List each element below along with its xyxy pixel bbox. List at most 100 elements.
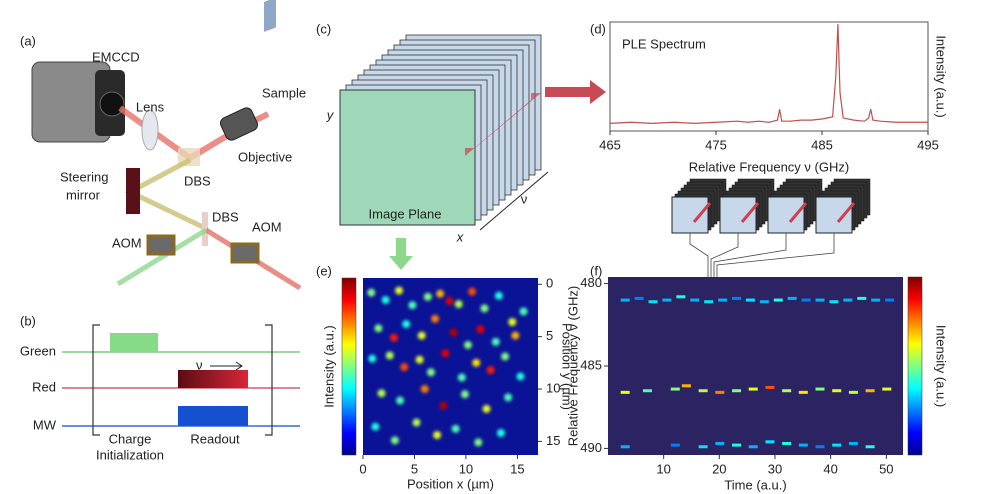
spot [457, 373, 466, 382]
trace-cell [648, 300, 658, 304]
spot [482, 404, 491, 413]
aom-1 [146, 234, 176, 256]
trace-cell [748, 445, 758, 449]
setup-label: Objective [238, 149, 292, 164]
spot [464, 341, 472, 350]
x-tick-label: 465 [599, 137, 621, 152]
trace-cell [698, 445, 708, 449]
spectrum-line [609, 24, 928, 124]
trace-cell [670, 443, 680, 447]
trace-cell [885, 298, 895, 302]
x-tick-label: 5 [411, 461, 418, 476]
spot [436, 289, 445, 298]
lens [141, 109, 159, 151]
sweep-arrow [210, 361, 243, 371]
panel-label: (c) [316, 21, 331, 36]
setup-label: Steering [60, 169, 108, 184]
x-tick-label: 10 [656, 461, 670, 476]
trace-cell [715, 390, 725, 394]
spot [417, 331, 426, 340]
y-tick-label: 5 [546, 328, 553, 343]
mini-link [716, 233, 835, 277]
trace-cell [832, 443, 842, 447]
cube-label: Image Plane [369, 206, 442, 221]
trace-cell [798, 443, 808, 447]
image-plane [339, 89, 476, 226]
spot [480, 304, 489, 313]
trace-cell [745, 298, 755, 302]
chart-title: PLE Spectrum [622, 36, 706, 51]
panel-label: (e) [316, 263, 332, 278]
trace-cell [782, 441, 792, 445]
panel-label: (f) [590, 263, 602, 278]
setup-label: DBS [212, 209, 239, 224]
spot [441, 349, 450, 358]
y-tick-label: 10 [546, 380, 560, 395]
channel-label: MW [33, 417, 57, 432]
colorbar [907, 276, 923, 456]
spot [412, 418, 421, 427]
mini-cube [767, 196, 805, 234]
spot [472, 358, 481, 367]
trace-cell [782, 389, 792, 393]
x-tick-label: 475 [705, 137, 727, 152]
bracket [92, 324, 273, 436]
spot [454, 300, 463, 309]
y-tick-label: 485 [580, 357, 602, 372]
spot [491, 337, 500, 346]
y-axis-label: Relative Frequency ν (GHz) [565, 286, 580, 446]
green-arrow [389, 238, 413, 270]
x-axis-label: Relative Frequency ν (GHz) [689, 159, 849, 174]
trace-cell [848, 390, 858, 394]
nu-axis [479, 171, 549, 231]
mini-link [689, 233, 709, 277]
spot [381, 295, 390, 304]
steering-mirror [126, 168, 140, 214]
plot-area [608, 277, 903, 455]
spot [516, 372, 525, 381]
trace-cell [815, 298, 825, 302]
spot [511, 331, 520, 340]
pixel-rod [465, 93, 541, 156]
y-tick-label: 0 [546, 276, 553, 291]
trace-cell [620, 390, 630, 394]
spot [504, 393, 513, 402]
spot [400, 363, 409, 372]
mini-rod [788, 202, 808, 223]
spot [433, 431, 442, 440]
x-tick-label: 50 [879, 461, 893, 476]
trace-cell [690, 298, 700, 302]
channel-label: Red [32, 379, 56, 394]
trace-cell [865, 389, 875, 393]
spot [439, 401, 448, 410]
spot [368, 354, 377, 363]
spot [460, 390, 469, 399]
trace-cell [848, 441, 858, 445]
setup-label: mirror [66, 187, 101, 202]
spot [371, 422, 380, 431]
spot [431, 314, 440, 323]
trace-cell [765, 385, 775, 389]
trace-cell [732, 443, 742, 447]
trace-cell [732, 389, 742, 393]
spot [423, 292, 432, 301]
y-axis-label: Position y (µm) [560, 323, 575, 410]
mini-rod [692, 202, 712, 223]
trace-cell [620, 445, 630, 449]
spot [468, 287, 477, 296]
spot [420, 385, 429, 394]
spot [385, 351, 394, 360]
spot [395, 286, 404, 295]
trace-cell [748, 387, 758, 391]
trace-cell [815, 387, 825, 391]
setup-label: DBS [184, 173, 211, 188]
aom-2 [230, 242, 260, 264]
spot [501, 352, 510, 361]
panel-label: (b) [20, 313, 36, 328]
sequence-label: Charge [109, 431, 152, 446]
spot [486, 366, 495, 375]
sequence-label: Readout [190, 431, 240, 446]
spot [426, 368, 435, 377]
spot [377, 389, 386, 398]
x-tick-label: 20 [712, 461, 726, 476]
